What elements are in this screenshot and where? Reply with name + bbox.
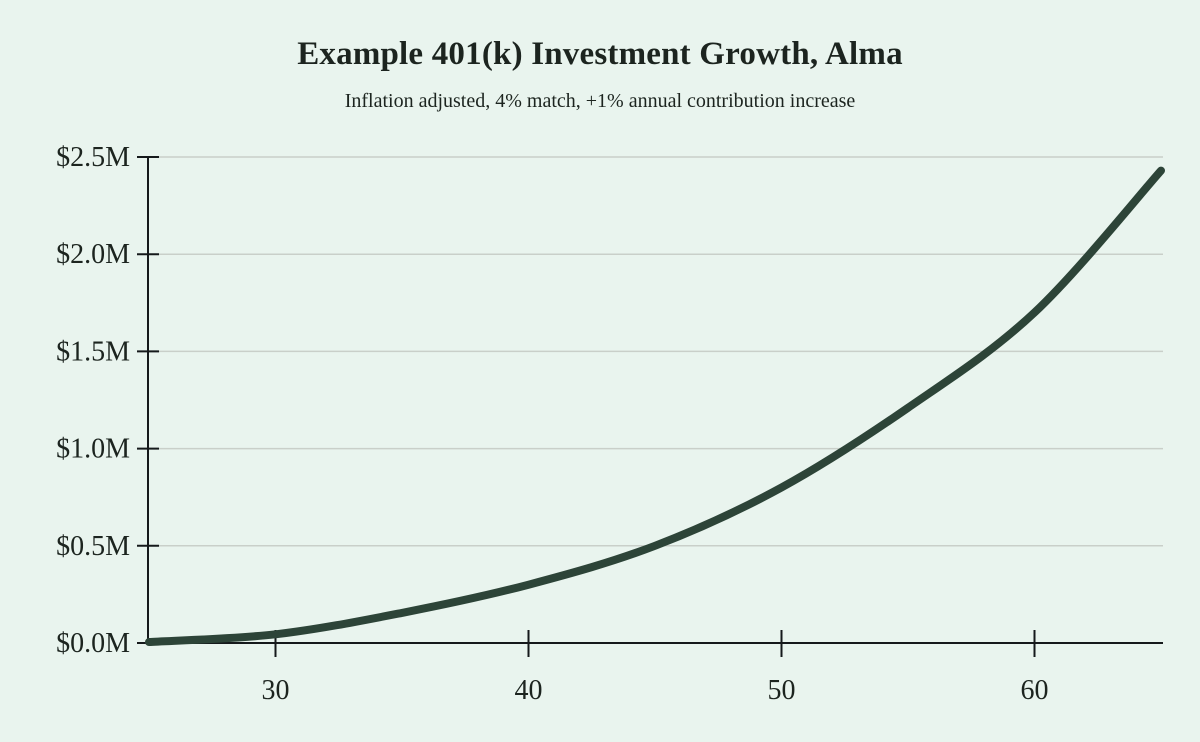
y-tick-label: $0.5M bbox=[56, 531, 130, 562]
y-tick-label: $2.5M bbox=[56, 142, 130, 173]
y-tick-label: $0.0M bbox=[56, 628, 130, 659]
chart-title: Example 401(k) Investment Growth, Alma bbox=[297, 36, 903, 72]
chart-subtitle: Inflation adjusted, 4% match, +1% annual… bbox=[344, 90, 856, 112]
x-tick-label: 50 bbox=[768, 675, 796, 706]
x-tick-label: 40 bbox=[515, 675, 543, 706]
growth-curve bbox=[145, 166, 1165, 646]
y-tick-label: $2.0M bbox=[56, 239, 130, 270]
y-tick-label: $1.5M bbox=[56, 336, 130, 367]
x-tick-label: 30 bbox=[262, 675, 290, 706]
x-tick-label: 60 bbox=[1021, 675, 1049, 706]
y-tick-label: $1.0M bbox=[56, 434, 130, 465]
